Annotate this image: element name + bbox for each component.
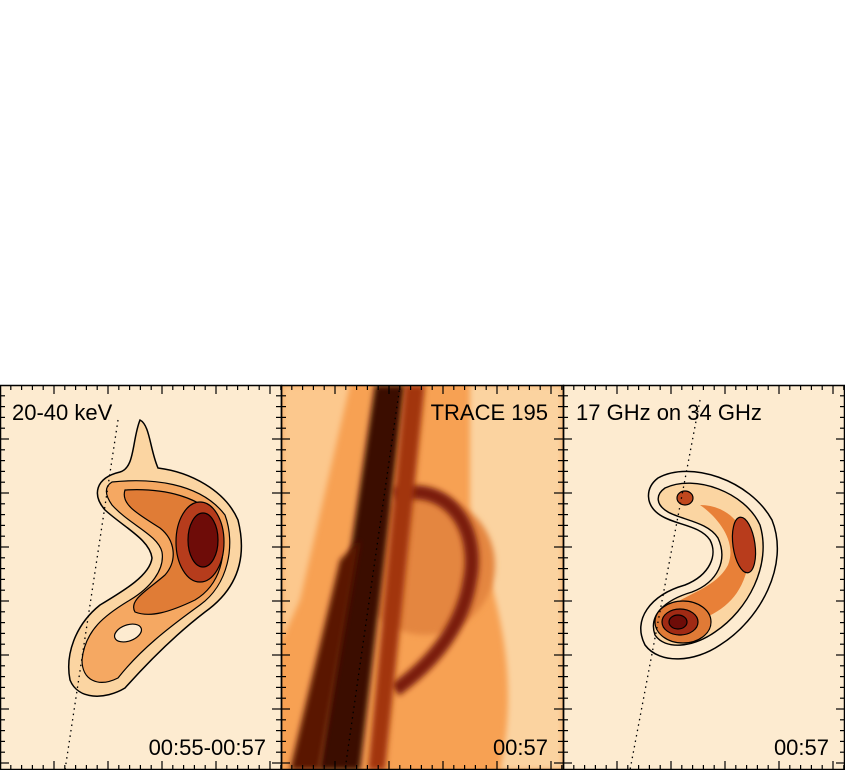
contour [640,470,779,660]
panel-hxr [1,385,281,769]
ribbon [318,385,405,769]
limb [629,399,701,769]
limb [64,419,119,769]
contour [113,623,143,643]
panel-label: 17 GHz on 34 GHz [576,400,762,425]
contour [731,516,757,574]
panel-time: 00:57 [774,735,829,760]
contour [668,614,688,630]
contour [187,512,219,568]
contour [667,505,749,625]
panel-radio [564,385,844,769]
background [564,385,844,769]
loop [390,485,479,696]
region [282,385,350,640]
region [470,385,563,769]
panel-euv [282,385,563,769]
panel-time: 00:57 [493,735,548,760]
ribbon [368,385,425,769]
panel-label: TRACE 195 [431,400,548,425]
panel-label: 20-40 keV [12,400,113,425]
contour [676,490,694,506]
ribbon [290,540,360,769]
panel-time: 00:55-00:57 [149,735,266,760]
